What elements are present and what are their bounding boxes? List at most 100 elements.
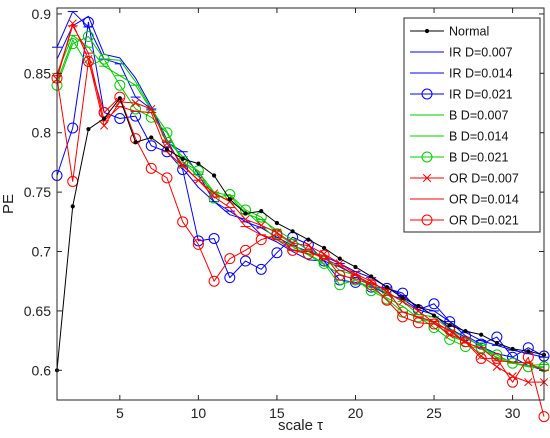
x-tick-label: 25 [426, 405, 442, 421]
legend-item: B D=0.007 [410, 109, 508, 123]
y-tick-label: 0.65 [24, 303, 51, 319]
point-marker [208, 275, 220, 287]
y-tick-label: 0.8 [32, 125, 52, 141]
point-marker [255, 263, 267, 275]
point-marker [255, 234, 267, 246]
series-line [56, 21, 545, 358]
point-marker [507, 357, 519, 369]
legend-item: Normal [410, 25, 489, 39]
point-marker [257, 221, 266, 230]
point-marker [319, 249, 329, 258]
point-marker [70, 204, 75, 209]
point-marker [240, 255, 252, 267]
x-axis-label: scale τ [278, 417, 323, 434]
point-marker [224, 253, 236, 265]
series-or-d-0-021 [51, 55, 550, 423]
x-tick-label: 20 [348, 405, 364, 421]
legend-item: OR D=0.007 [410, 172, 519, 186]
point-marker [208, 232, 220, 244]
point-marker [209, 189, 219, 198]
x-tick-label: 15 [269, 405, 285, 421]
point-marker [302, 248, 314, 260]
point-marker [397, 311, 409, 323]
legend-label: B D=0.014 [449, 130, 508, 144]
legend-label: OR D=0.007 [449, 172, 519, 186]
point-marker [349, 273, 361, 285]
point-marker [145, 162, 157, 174]
legend-label: B D=0.021 [449, 151, 508, 165]
point-marker [538, 411, 550, 423]
point-marker [416, 304, 421, 309]
point-marker [243, 211, 248, 216]
point-marker [306, 237, 311, 242]
legend-item: OR D=0.014 [410, 193, 519, 207]
point-marker [431, 313, 437, 318]
point-marker [130, 103, 142, 115]
point-marker [224, 272, 236, 284]
point-marker [318, 249, 330, 261]
legend-label: IR D=0.007 [449, 46, 513, 60]
point-marker [424, 28, 430, 34]
series-line [56, 60, 545, 417]
plot-frame [56, 7, 545, 401]
point-marker [365, 279, 377, 291]
point-marker [67, 122, 79, 134]
point-marker [421, 151, 433, 163]
point-marker [86, 127, 91, 132]
y-tick-label: 0.6 [32, 362, 52, 378]
point-marker [422, 173, 432, 183]
point-marker [507, 376, 519, 388]
point-marker [147, 104, 156, 114]
series-line [56, 36, 544, 368]
point-marker [491, 352, 503, 364]
point-marker [117, 96, 122, 101]
point-marker [526, 349, 531, 354]
point-marker [161, 172, 173, 184]
point-marker [259, 209, 264, 214]
y-tick-label: 0.9 [32, 6, 52, 22]
y-tick-label: 0.7 [32, 244, 52, 260]
legend-item: B D=0.021 [410, 151, 508, 165]
point-marker [192, 235, 204, 247]
point-marker [334, 269, 346, 281]
point-marker [412, 317, 424, 329]
point-marker [82, 55, 94, 67]
legend-item: IR D=0.007 [410, 46, 513, 60]
legend: Normal IR D=0.007 IR D=0.014 IR D=0.021 B D=… [403, 17, 541, 233]
point-marker [384, 285, 390, 290]
point-marker [192, 238, 204, 250]
point-marker [524, 378, 533, 387]
point-marker [241, 215, 250, 224]
legend-label: OR D=0.014 [449, 193, 519, 207]
y-axis-label: PE [0, 194, 17, 214]
point-marker [98, 53, 110, 65]
point-marker [428, 318, 440, 330]
point-marker [459, 336, 471, 348]
point-marker [287, 244, 299, 256]
point-marker [240, 244, 252, 256]
point-marker [510, 346, 515, 352]
point-marker [353, 264, 358, 270]
point-marker [321, 245, 327, 251]
point-marker [421, 88, 433, 100]
point-marker [82, 31, 94, 43]
point-marker [180, 156, 185, 161]
point-marker [114, 79, 126, 91]
series-layer [51, 11, 550, 423]
x-tick-label: 10 [191, 405, 207, 421]
point-marker [164, 147, 170, 152]
series-normal [54, 96, 547, 373]
legend-label: OR D=0.021 [449, 214, 519, 228]
legend-item: OR D=0.021 [410, 214, 519, 228]
point-marker [67, 38, 79, 50]
point-marker [149, 135, 154, 140]
series-ir-d-0-007 [56, 15, 545, 371]
point-marker [100, 121, 109, 130]
series-line [56, 15, 545, 371]
point-marker [337, 256, 342, 261]
legend-label: Normal [449, 25, 489, 39]
x-tick-label: 5 [116, 405, 124, 421]
point-marker [492, 362, 501, 371]
legend-label: IR D=0.014 [449, 67, 513, 81]
